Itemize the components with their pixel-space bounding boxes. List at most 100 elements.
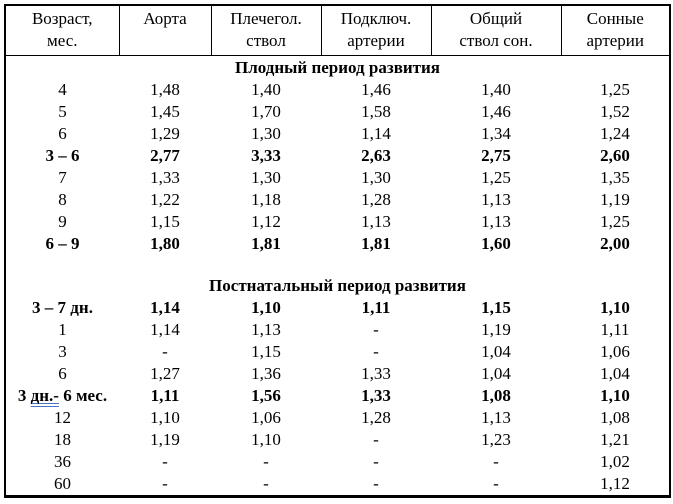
value-cell: 1,81 xyxy=(251,234,281,253)
col-header-age: Возраст, мес. xyxy=(5,5,120,56)
value-cell: 1,40 xyxy=(251,80,281,99)
value-cell: 1,08 xyxy=(481,386,511,405)
value-cell: 1,33 xyxy=(361,364,391,383)
table-row: 3 – 6 2,77 3,33 2,63 2,75 2,60 xyxy=(5,145,670,167)
value-cell: 1,04 xyxy=(600,364,630,383)
value-cell: 1,15 xyxy=(481,298,511,317)
value-cell: - xyxy=(263,452,269,471)
value-cell: 1,04 xyxy=(481,342,511,361)
value-cell: 1,70 xyxy=(251,102,281,121)
value-cell: - xyxy=(263,474,269,493)
value-cell: 1,25 xyxy=(481,168,511,187)
value-cell: 3,33 xyxy=(251,146,281,165)
value-cell: 1,19 xyxy=(481,320,511,339)
age-cell: 36 xyxy=(54,452,71,471)
value-cell: 1,25 xyxy=(600,212,630,231)
section-title-row: Постнатальный период развития xyxy=(5,274,670,297)
value-cell: 1,23 xyxy=(481,430,511,449)
age-cell: 4 xyxy=(58,80,67,99)
value-cell: 2,77 xyxy=(150,146,180,165)
spellcheck-underlined-text: дн.- xyxy=(30,386,59,405)
age-cell: 18 xyxy=(54,430,71,449)
value-cell: 1,04 xyxy=(481,364,511,383)
value-cell: 1,10 xyxy=(251,430,281,449)
value-cell: 1,08 xyxy=(600,408,630,427)
table-row: 12 1,10 1,06 1,28 1,13 1,08 xyxy=(5,407,670,429)
value-cell: 1,29 xyxy=(150,124,180,143)
age-cell: 9 xyxy=(58,212,67,231)
value-cell: 1,02 xyxy=(600,452,630,471)
value-cell: 1,24 xyxy=(600,124,630,143)
value-cell: 1,33 xyxy=(150,168,180,187)
value-cell: - xyxy=(162,474,168,493)
value-cell: 1,14 xyxy=(361,124,391,143)
value-cell: 2,60 xyxy=(600,146,630,165)
value-cell: 1,13 xyxy=(481,212,511,231)
value-cell: 1,06 xyxy=(251,408,281,427)
age-cell: 12 xyxy=(54,408,71,427)
col-header-brachiocephalic: Плечегол. ствол xyxy=(211,5,322,56)
value-cell: 1,14 xyxy=(150,298,180,317)
value-cell: - xyxy=(373,474,379,493)
spacer-cell xyxy=(5,255,670,274)
age-text: 6 мес. xyxy=(58,386,108,405)
value-cell: 1,10 xyxy=(251,298,281,317)
value-cell: 1,81 xyxy=(361,234,391,253)
value-cell: 1,21 xyxy=(600,430,630,449)
value-cell: 1,58 xyxy=(361,102,391,121)
value-cell: 1,10 xyxy=(150,408,180,427)
table-header: Возраст, мес. Аорта Плечегол. ствол Подк… xyxy=(5,5,670,56)
table-row: 6 1,29 1,30 1,14 1,34 1,24 xyxy=(5,123,670,145)
value-cell: 1,30 xyxy=(251,168,281,187)
value-cell: 1,28 xyxy=(361,190,391,209)
table-row: 9 1,15 1,12 1,13 1,13 1,25 xyxy=(5,211,670,233)
section-title: Постнатальный период развития xyxy=(209,275,466,295)
age-cell: 6 – 9 xyxy=(45,234,80,253)
value-cell: 1,30 xyxy=(251,124,281,143)
age-cell: 1 xyxy=(58,320,67,339)
age-cell: 5 xyxy=(58,102,67,121)
value-cell: 1,30 xyxy=(361,168,391,187)
value-cell: 1,40 xyxy=(481,80,511,99)
value-cell: - xyxy=(493,474,499,493)
value-cell: - xyxy=(373,452,379,471)
value-cell: - xyxy=(493,452,499,471)
value-cell: 1,18 xyxy=(251,190,281,209)
value-cell: 1,11 xyxy=(361,298,391,317)
col-header-common-carotid: Общий ствол сон. xyxy=(431,5,562,56)
value-cell: 1,80 xyxy=(150,234,180,253)
value-cell: 1,12 xyxy=(251,212,281,231)
value-cell: - xyxy=(373,430,379,449)
table-row: 6 – 9 1,80 1,81 1,81 1,60 2,00 xyxy=(5,233,670,255)
header-row: Возраст, мес. Аорта Плечегол. ствол Подк… xyxy=(5,5,670,56)
value-cell: 1,13 xyxy=(481,408,511,427)
value-cell: 1,60 xyxy=(481,234,511,253)
value-cell: 1,13 xyxy=(481,190,511,209)
value-cell: 1,19 xyxy=(150,430,180,449)
value-cell: 1,11 xyxy=(150,386,180,405)
value-cell: 1,33 xyxy=(361,386,391,405)
table-row: 7 1,33 1,30 1,30 1,25 1,35 xyxy=(5,167,670,189)
value-cell: 1,06 xyxy=(600,342,630,361)
value-cell: 2,63 xyxy=(361,146,391,165)
table-row: 5 1,45 1,70 1,58 1,46 1,52 xyxy=(5,101,670,123)
table-row: 8 1,22 1,18 1,28 1,13 1,19 xyxy=(5,189,670,211)
value-cell: 1,12 xyxy=(600,474,630,493)
value-cell: 1,56 xyxy=(251,386,281,405)
section-title: Плодный период развития xyxy=(234,57,441,77)
section-title-row: Плодный период развития xyxy=(5,56,670,80)
age-cell: 60 xyxy=(54,474,71,493)
value-cell: 1,28 xyxy=(361,408,391,427)
value-cell: 1,27 xyxy=(150,364,180,383)
value-cell: 1,36 xyxy=(251,364,281,383)
table-row: 36 - - - - 1,02 xyxy=(5,451,670,473)
table-row: 18 1,19 1,10 - 1,23 1,21 xyxy=(5,429,670,451)
value-cell: 1,11 xyxy=(600,320,630,339)
value-cell: 1,19 xyxy=(600,190,630,209)
age-text: 3 xyxy=(17,386,31,405)
table-row: 1 1,14 1,13 - 1,19 1,11 xyxy=(5,319,670,341)
value-cell: 1,46 xyxy=(361,80,391,99)
age-cell: 3 – 6 xyxy=(45,146,80,165)
table-row: 4 1,48 1,40 1,46 1,40 1,25 xyxy=(5,79,670,101)
value-cell: 1,25 xyxy=(600,80,630,99)
